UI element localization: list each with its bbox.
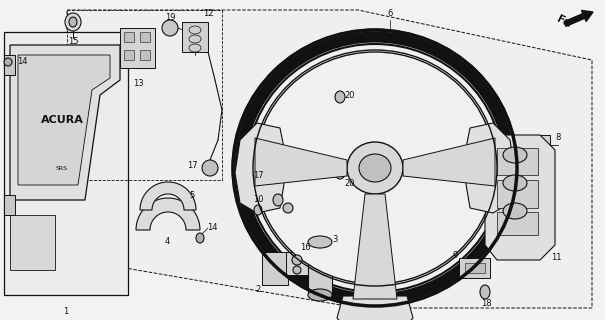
Ellipse shape	[480, 285, 490, 299]
Ellipse shape	[273, 194, 283, 206]
Polygon shape	[465, 263, 485, 273]
Polygon shape	[4, 55, 15, 75]
Ellipse shape	[335, 91, 345, 103]
Ellipse shape	[254, 205, 262, 215]
Ellipse shape	[196, 233, 204, 243]
Polygon shape	[465, 123, 515, 213]
Ellipse shape	[335, 167, 345, 179]
Polygon shape	[286, 252, 308, 275]
Text: 20: 20	[345, 179, 355, 188]
Polygon shape	[278, 105, 338, 160]
Text: 17: 17	[253, 171, 263, 180]
Polygon shape	[459, 258, 490, 278]
Polygon shape	[136, 198, 200, 230]
Polygon shape	[353, 194, 397, 299]
Polygon shape	[308, 240, 332, 295]
Text: 14: 14	[207, 223, 217, 233]
Text: 8: 8	[555, 133, 561, 142]
Ellipse shape	[359, 154, 391, 182]
Ellipse shape	[65, 13, 81, 31]
Polygon shape	[255, 138, 347, 186]
Polygon shape	[268, 190, 295, 220]
Text: 16: 16	[299, 243, 310, 252]
Text: 17: 17	[187, 161, 197, 170]
Text: 3: 3	[332, 236, 338, 244]
Ellipse shape	[293, 266, 301, 274]
Polygon shape	[182, 22, 208, 52]
Text: 7: 7	[335, 44, 341, 52]
Polygon shape	[4, 195, 15, 215]
Ellipse shape	[347, 142, 403, 194]
Text: 5: 5	[189, 190, 195, 199]
Text: 13: 13	[132, 78, 143, 87]
Ellipse shape	[255, 52, 495, 284]
Ellipse shape	[308, 236, 332, 248]
Text: 18: 18	[481, 300, 491, 308]
Polygon shape	[124, 32, 134, 42]
Ellipse shape	[267, 165, 277, 175]
Polygon shape	[262, 252, 288, 285]
Text: 19: 19	[165, 13, 175, 22]
Text: 9: 9	[453, 251, 457, 260]
Text: 6: 6	[387, 10, 393, 19]
Polygon shape	[18, 55, 110, 185]
Text: 4: 4	[165, 237, 169, 246]
Polygon shape	[497, 148, 538, 175]
Text: 20: 20	[345, 91, 355, 100]
Polygon shape	[485, 135, 555, 260]
Ellipse shape	[503, 203, 527, 219]
Ellipse shape	[503, 147, 527, 163]
Ellipse shape	[283, 203, 293, 213]
Polygon shape	[497, 180, 538, 208]
Polygon shape	[124, 50, 134, 60]
Ellipse shape	[503, 175, 527, 191]
Ellipse shape	[233, 30, 517, 306]
Text: 15: 15	[68, 37, 78, 46]
FancyArrow shape	[564, 11, 593, 26]
Polygon shape	[140, 182, 196, 210]
Ellipse shape	[4, 58, 12, 66]
Text: 11: 11	[551, 253, 561, 262]
Polygon shape	[10, 45, 120, 200]
Ellipse shape	[69, 17, 77, 27]
Ellipse shape	[247, 44, 503, 292]
Polygon shape	[67, 10, 592, 308]
Text: 14: 14	[17, 58, 27, 67]
Polygon shape	[337, 296, 413, 320]
Ellipse shape	[162, 20, 178, 36]
Polygon shape	[533, 135, 550, 155]
Text: SRS: SRS	[56, 165, 68, 171]
Polygon shape	[10, 215, 55, 270]
Text: 10: 10	[253, 196, 263, 204]
Ellipse shape	[292, 255, 302, 265]
Text: ACURA: ACURA	[41, 115, 83, 125]
Text: 1: 1	[64, 308, 68, 316]
Text: 12: 12	[203, 10, 213, 19]
Polygon shape	[497, 212, 538, 235]
Polygon shape	[235, 123, 285, 213]
Text: 17: 17	[240, 209, 250, 218]
Text: Fr.: Fr.	[555, 14, 573, 30]
Ellipse shape	[308, 289, 332, 301]
Polygon shape	[403, 138, 495, 186]
Polygon shape	[120, 28, 155, 68]
Ellipse shape	[202, 160, 218, 176]
Polygon shape	[4, 32, 128, 295]
Polygon shape	[140, 50, 150, 60]
Text: 2: 2	[255, 285, 261, 294]
Polygon shape	[140, 32, 150, 42]
